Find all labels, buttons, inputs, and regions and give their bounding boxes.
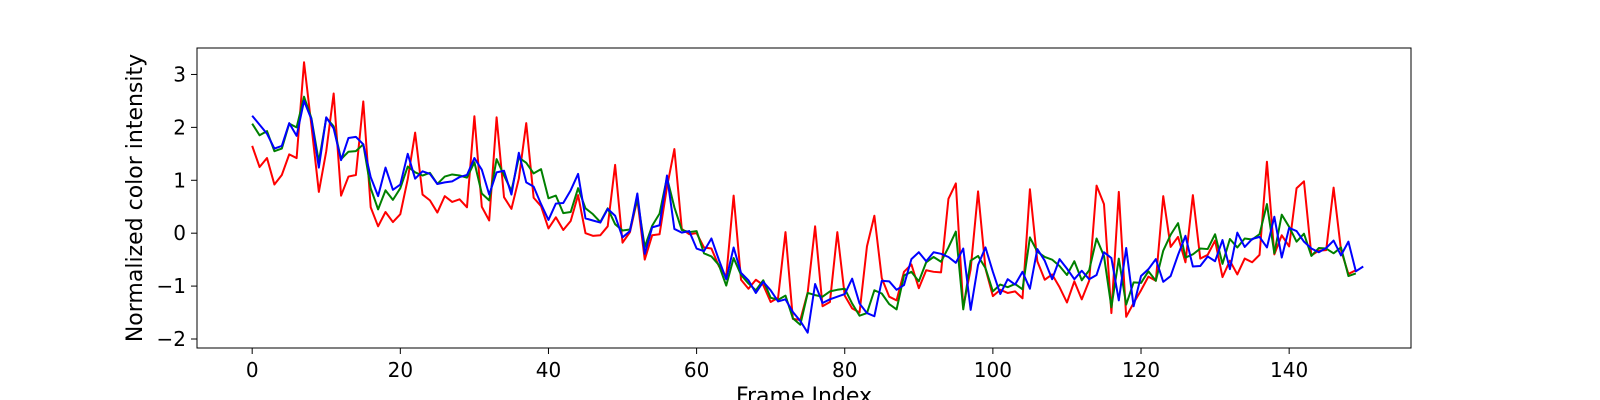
x-tick-label-5: 100 (974, 358, 1012, 382)
series-line-2 (251, 99, 1364, 334)
y-tick-label-3: 1 (173, 168, 186, 192)
y-axis-label: Normalized color intensity (123, 54, 148, 342)
y-tick-label-2: 0 (173, 221, 186, 245)
y-axis-ticks: −2 −1 0 1 2 3 (157, 62, 197, 351)
x-tick-label-1: 20 (388, 358, 413, 382)
y-tick-label-0: −2 (157, 327, 186, 351)
y-tick-label-5: 3 (173, 62, 186, 86)
y-tick-label-1: −1 (157, 274, 186, 298)
x-axis-label: Frame Index (736, 384, 872, 400)
series-line-0 (251, 61, 1357, 321)
x-tick-label-3: 60 (684, 358, 709, 382)
y-tick-label-4: 2 (173, 115, 186, 139)
x-axis-ticks: 0 20 40 60 80 100 120 140 (246, 348, 1308, 382)
x-tick-label-4: 80 (832, 358, 857, 382)
plot-frame (196, 47, 1412, 349)
series-layer (251, 61, 1364, 334)
x-tick-label-6: 120 (1122, 358, 1160, 382)
x-tick-label-0: 0 (246, 358, 259, 382)
x-tick-label-7: 140 (1270, 358, 1308, 382)
x-tick-label-2: 40 (536, 358, 561, 382)
